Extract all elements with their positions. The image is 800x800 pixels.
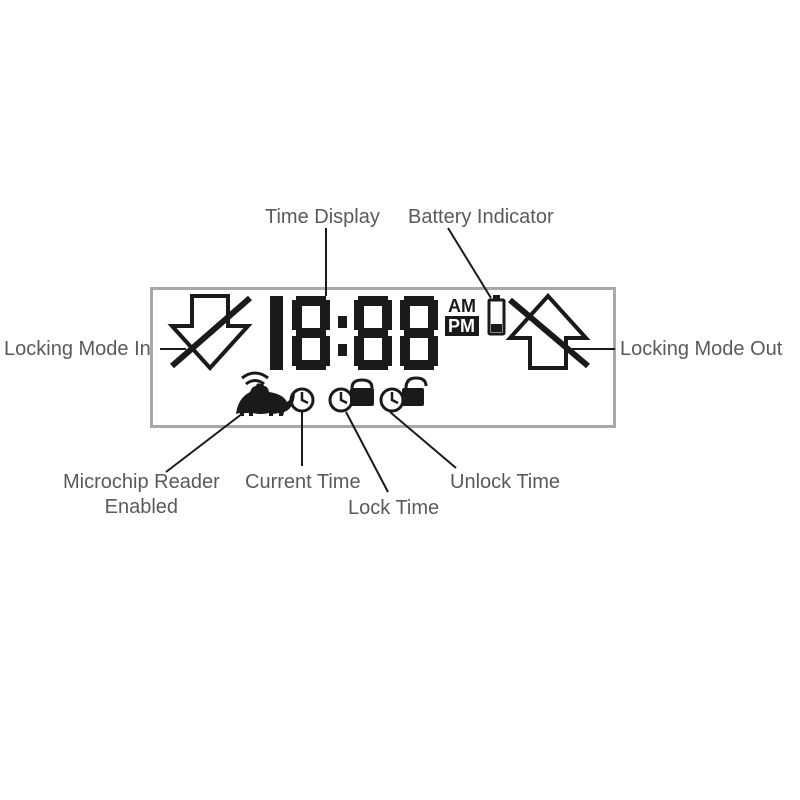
label-time-display: Time Display <box>265 205 380 230</box>
label-microchip-reader: Microchip Reader Enabled <box>63 470 220 520</box>
label-locking-mode-out: Locking Mode Out <box>620 337 782 362</box>
callout-lines <box>0 0 800 800</box>
label-unlock-time: Unlock Time <box>450 470 560 495</box>
diagram-stage: AM PM <box>0 0 800 800</box>
label-lock-time: Lock Time <box>348 496 439 521</box>
label-current-time: Current Time <box>245 470 361 495</box>
label-locking-mode-in: Locking Mode In <box>4 337 151 362</box>
label-battery-indicator: Battery Indicator <box>408 205 554 230</box>
